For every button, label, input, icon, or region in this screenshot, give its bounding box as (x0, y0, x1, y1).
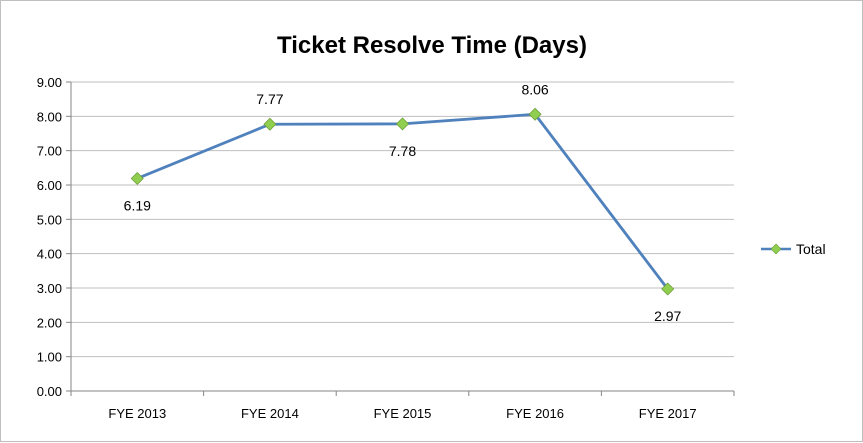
axes: 0.00 1.00 2.00 3.00 4.00 5.00 6.00 7.00 8.00 9.00… (37, 75, 735, 421)
legend: Total (761, 241, 826, 257)
data-label: 7.77 (256, 91, 283, 107)
x-tick-label: FYE 2017 (639, 406, 697, 421)
y-tick-label: 6.00 (37, 178, 62, 193)
y-tick-label: 8.00 (37, 109, 62, 124)
x-tick-label: FYE 2016 (506, 406, 564, 421)
data-point-marker (130, 171, 144, 185)
series-line-total (136, 112, 669, 290)
data-label: 2.97 (654, 308, 681, 324)
x-tick-label: FYE 2014 (241, 406, 299, 421)
legend-marker (770, 243, 782, 255)
y-tick-label: 9.00 (37, 75, 62, 90)
data-point-marker (263, 117, 277, 131)
y-tick-label: 0.00 (37, 384, 62, 399)
data-point-marker (396, 117, 409, 131)
data-point-marker (661, 282, 675, 296)
y-tick-label: 2.00 (37, 315, 62, 330)
x-tick-label: FYE 2013 (108, 406, 166, 421)
legend-entry-total: Total (796, 241, 826, 257)
y-tick-label: 3.00 (37, 281, 62, 296)
y-tick-label: 1.00 (37, 350, 62, 365)
data-label: 8.06 (521, 81, 548, 97)
data-label: 7.78 (389, 143, 416, 159)
gridlines (71, 81, 734, 358)
series-total (130, 107, 675, 296)
y-tick-label: 5.00 (37, 212, 62, 227)
chart-title: Ticket Resolve Time (Days) (277, 32, 587, 59)
data-label: 6.19 (124, 197, 151, 213)
y-tick-label: 7.00 (37, 144, 62, 159)
data-labels: 6.19 7.77 7.78 8.06 2.97 (124, 81, 682, 324)
y-tick-label: 4.00 (37, 247, 62, 262)
data-point-marker (528, 107, 542, 121)
x-tick-label: FYE 2015 (374, 406, 432, 421)
